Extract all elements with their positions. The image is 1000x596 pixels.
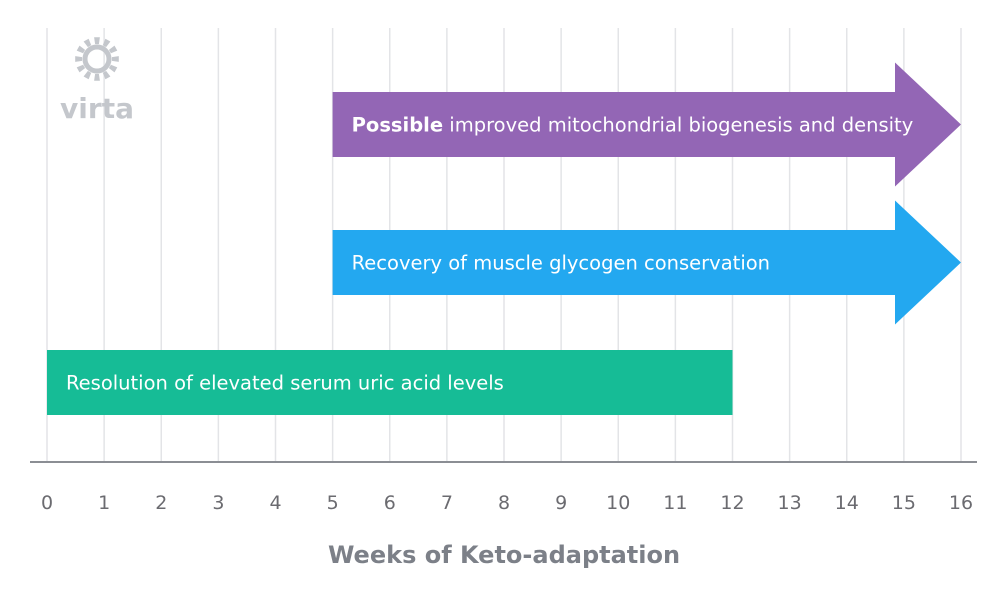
sun-gear-icon [75, 37, 119, 81]
x-axis-label: Weeks of Keto-adaptation [328, 541, 680, 569]
x-tick-label: 14 [835, 492, 859, 514]
x-axis-ticks: 0 1 2 3 4 5 6 7 8 9 10 11 12 13 14 15 16 [41, 492, 973, 514]
x-tick-label: 12 [720, 492, 744, 514]
bar-label: Possible improved mitochondrial biogenes… [352, 114, 914, 137]
x-tick-label: 4 [269, 492, 281, 514]
bar-label-text: improved mitochondrial biogenesis and de… [449, 114, 913, 137]
x-tick-label: 7 [441, 492, 453, 514]
bar [47, 350, 733, 415]
x-tick-label: 3 [212, 492, 224, 514]
x-tick-label: 6 [384, 492, 396, 514]
gear-teeth [75, 37, 119, 81]
x-tick-label: 9 [555, 492, 567, 514]
gear-ring [82, 44, 112, 74]
x-tick-label: 2 [155, 492, 167, 514]
x-tick-label: 1 [98, 492, 110, 514]
bar-arrow [332, 200, 961, 325]
virta-logo: virta [60, 37, 134, 125]
bar-label-text: Resolution of elevated serum uric acid l… [66, 372, 504, 395]
bar-label-emphasis: Possible [352, 114, 443, 137]
x-tick-label: 5 [327, 492, 339, 514]
x-tick-label: 0 [41, 492, 53, 514]
bar-arrow [332, 62, 961, 187]
x-tick-label: 10 [606, 492, 630, 514]
logo-text: virta [60, 92, 134, 125]
bar-label: Recovery of muscle glycogen conservation [352, 252, 770, 275]
x-tick-label: 8 [498, 492, 510, 514]
bars: Possible improved mitochondrial biogenes… [47, 62, 961, 415]
bar-label-text: Recovery of muscle glycogen conservation [352, 252, 770, 275]
bar-label: Resolution of elevated serum uric acid l… [66, 372, 504, 395]
x-tick-label: 13 [778, 492, 802, 514]
x-tick-label: 11 [663, 492, 687, 514]
x-tick-label: 16 [949, 492, 973, 514]
x-tick-label: 15 [892, 492, 916, 514]
